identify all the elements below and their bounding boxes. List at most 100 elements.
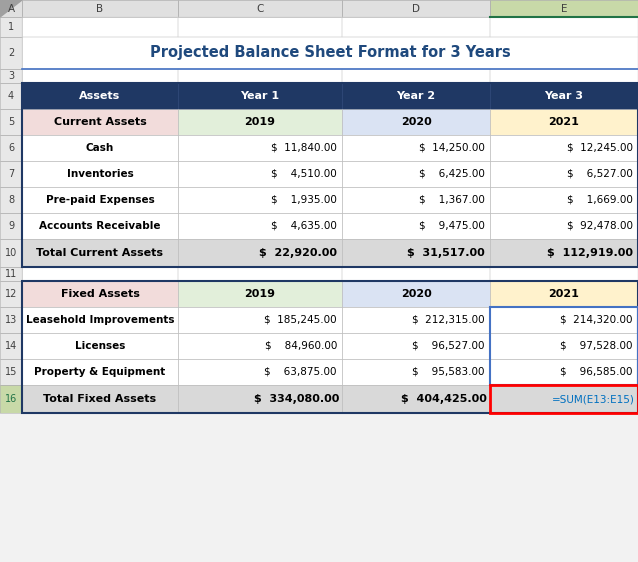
Text: B: B bbox=[96, 3, 103, 13]
Text: $    84,960.00: $ 84,960.00 bbox=[265, 341, 337, 351]
Bar bbox=[0, 135, 22, 161]
Bar bbox=[342, 213, 490, 239]
Bar bbox=[22, 385, 178, 413]
Bar bbox=[490, 0, 638, 17]
Text: 4: 4 bbox=[8, 91, 14, 101]
Text: Property & Equipment: Property & Equipment bbox=[34, 367, 166, 377]
Bar bbox=[0, 333, 22, 359]
Bar bbox=[342, 307, 490, 333]
Bar bbox=[490, 267, 638, 281]
Bar bbox=[178, 0, 342, 17]
Bar bbox=[0, 187, 22, 213]
Text: Licenses: Licenses bbox=[75, 341, 125, 351]
Bar bbox=[22, 239, 178, 267]
Bar bbox=[22, 69, 178, 83]
Text: $    97,528.00: $ 97,528.00 bbox=[561, 341, 633, 351]
Text: 2020: 2020 bbox=[401, 289, 431, 299]
Bar bbox=[178, 69, 342, 83]
Bar bbox=[490, 239, 638, 267]
Text: 13: 13 bbox=[5, 315, 17, 325]
Text: 5: 5 bbox=[8, 117, 14, 127]
Bar bbox=[0, 135, 22, 161]
Bar bbox=[22, 37, 638, 69]
Bar bbox=[178, 267, 342, 281]
Bar bbox=[0, 307, 22, 333]
Text: Leasehold Improvements: Leasehold Improvements bbox=[26, 315, 174, 325]
Bar bbox=[342, 359, 490, 385]
Bar bbox=[178, 109, 342, 135]
Text: D: D bbox=[412, 3, 420, 13]
Bar bbox=[178, 213, 342, 239]
Bar bbox=[178, 187, 342, 213]
Text: =SUM(E13:E15): =SUM(E13:E15) bbox=[552, 394, 635, 404]
Bar bbox=[490, 333, 638, 359]
Text: 3: 3 bbox=[8, 71, 14, 81]
Text: $  334,080.00: $ 334,080.00 bbox=[254, 394, 339, 404]
Bar bbox=[22, 109, 178, 135]
Bar bbox=[0, 333, 22, 359]
Bar bbox=[342, 359, 490, 385]
Bar bbox=[490, 307, 638, 385]
Bar bbox=[342, 213, 490, 239]
Bar bbox=[490, 135, 638, 161]
Bar bbox=[342, 0, 490, 17]
Bar bbox=[342, 161, 490, 187]
Bar bbox=[490, 333, 638, 359]
Bar bbox=[178, 0, 342, 17]
Text: 9: 9 bbox=[8, 221, 14, 231]
Bar bbox=[490, 0, 638, 17]
Bar bbox=[490, 213, 638, 239]
Bar bbox=[342, 239, 490, 267]
Bar bbox=[0, 83, 22, 109]
Bar bbox=[22, 213, 178, 239]
Bar bbox=[342, 83, 490, 109]
Bar bbox=[22, 267, 178, 281]
Bar bbox=[0, 213, 22, 239]
Bar bbox=[490, 307, 638, 333]
Bar bbox=[178, 333, 342, 359]
Bar bbox=[342, 161, 490, 187]
Bar bbox=[342, 385, 490, 413]
Bar bbox=[342, 385, 490, 413]
Bar bbox=[0, 0, 22, 17]
Text: $    6,425.00: $ 6,425.00 bbox=[419, 169, 485, 179]
Bar bbox=[22, 281, 178, 307]
Bar bbox=[178, 17, 342, 37]
Bar bbox=[178, 213, 342, 239]
Text: Year 3: Year 3 bbox=[544, 91, 584, 101]
Text: Projected Balance Sheet Format for 3 Years: Projected Balance Sheet Format for 3 Yea… bbox=[150, 46, 510, 61]
Bar bbox=[0, 17, 22, 37]
Text: $    4,635.00: $ 4,635.00 bbox=[271, 221, 337, 231]
Bar bbox=[178, 109, 342, 135]
Text: 8: 8 bbox=[8, 195, 14, 205]
Bar bbox=[178, 359, 342, 385]
Bar bbox=[0, 385, 22, 413]
Bar bbox=[490, 267, 638, 281]
Bar bbox=[0, 187, 22, 213]
Text: $    4,510.00: $ 4,510.00 bbox=[271, 169, 337, 179]
Bar bbox=[0, 307, 22, 333]
Text: $    63,875.00: $ 63,875.00 bbox=[265, 367, 337, 377]
Bar bbox=[22, 359, 178, 385]
Text: Inventories: Inventories bbox=[66, 169, 133, 179]
Text: 2021: 2021 bbox=[549, 289, 579, 299]
Bar bbox=[0, 239, 22, 267]
Bar bbox=[342, 17, 490, 37]
Bar bbox=[490, 135, 638, 161]
Text: $  212,315.00: $ 212,315.00 bbox=[412, 315, 485, 325]
Bar bbox=[22, 17, 178, 37]
Text: Current Assets: Current Assets bbox=[54, 117, 146, 127]
Bar bbox=[178, 385, 342, 413]
Bar bbox=[490, 161, 638, 187]
Bar bbox=[22, 135, 178, 161]
Bar bbox=[22, 17, 638, 413]
Bar bbox=[490, 109, 638, 135]
Bar bbox=[490, 385, 638, 413]
Bar bbox=[178, 307, 342, 333]
Bar bbox=[22, 0, 178, 17]
Bar bbox=[0, 281, 22, 307]
Text: $    96,585.00: $ 96,585.00 bbox=[561, 367, 633, 377]
Bar bbox=[0, 359, 22, 385]
Bar bbox=[490, 83, 638, 109]
Bar bbox=[178, 187, 342, 213]
